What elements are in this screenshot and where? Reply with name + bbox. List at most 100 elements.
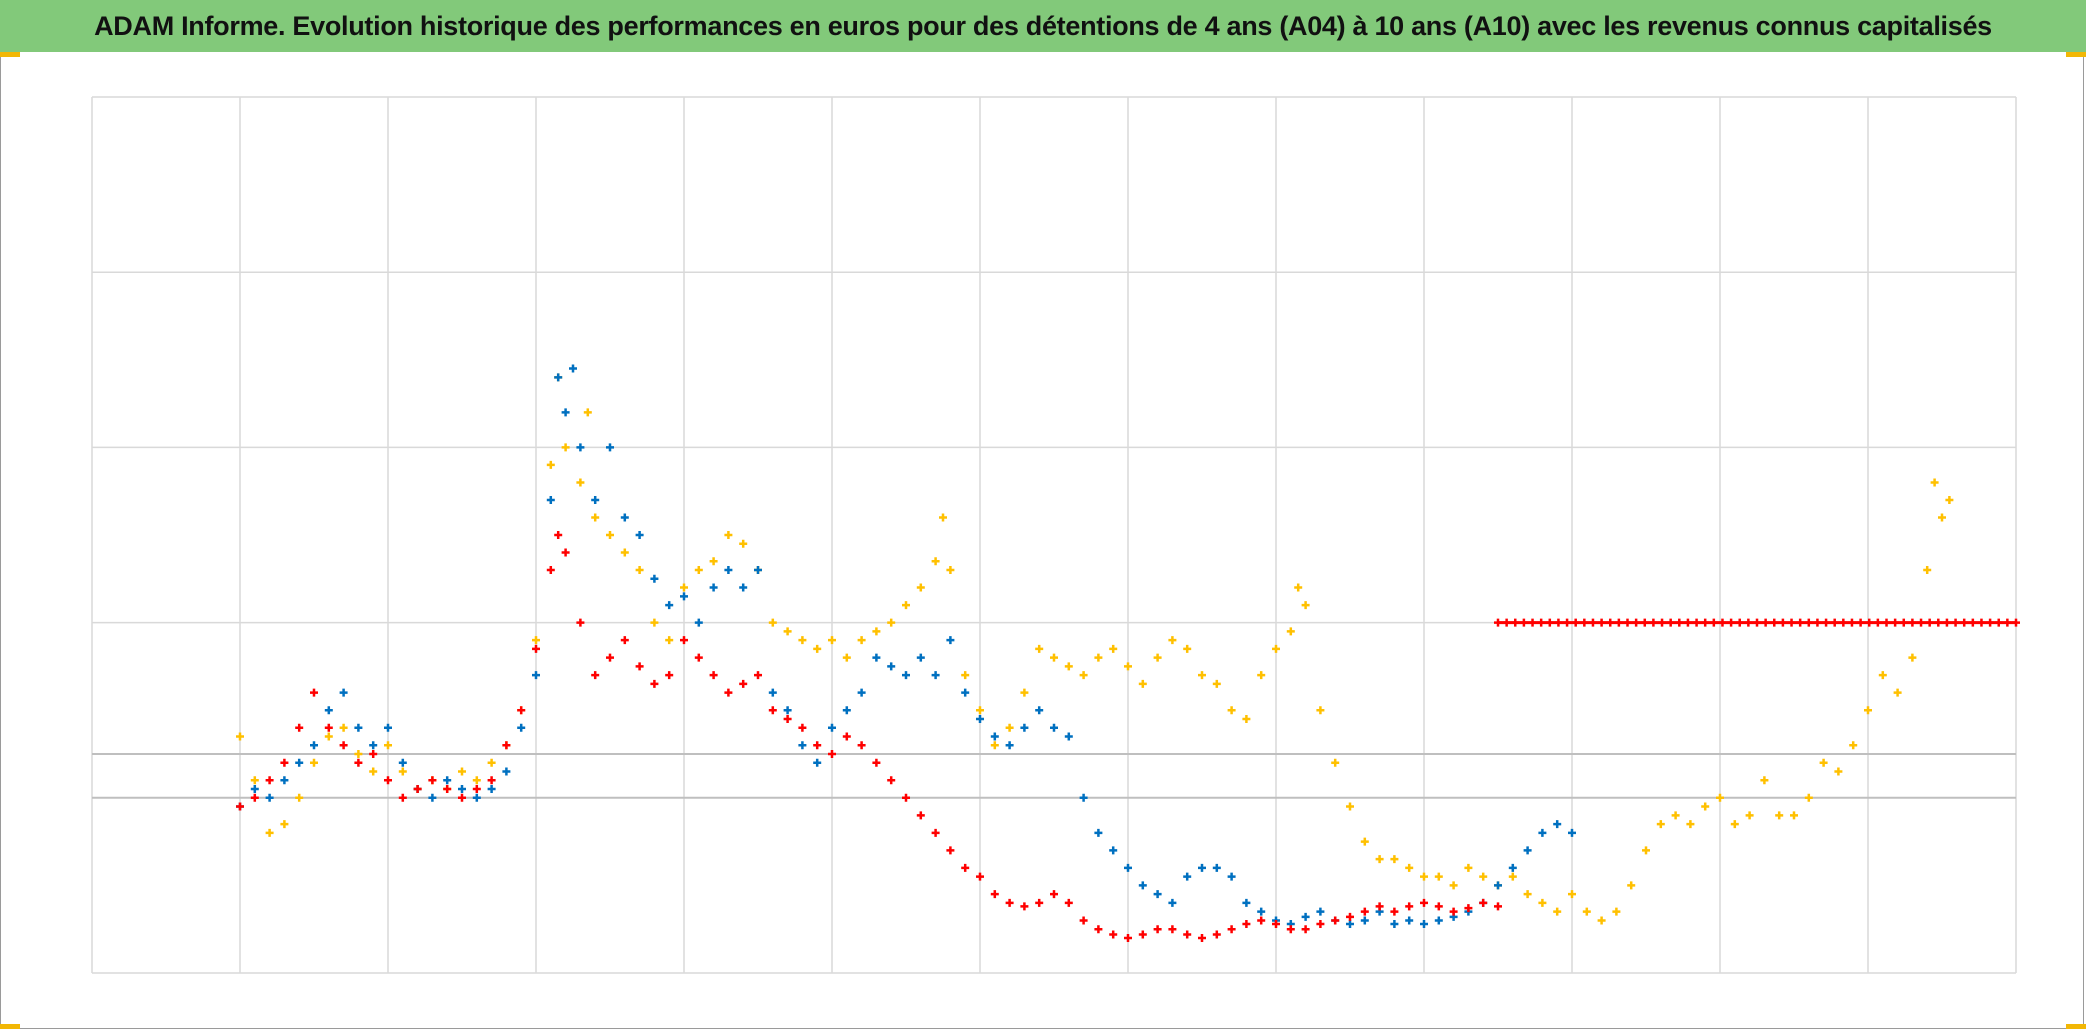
corner-marker-bottom-right xyxy=(2066,1024,2086,1029)
series-1-point xyxy=(1005,741,1014,750)
series-0-point xyxy=(339,723,348,732)
series-1-point xyxy=(1405,916,1414,925)
series-0-point xyxy=(961,671,970,680)
series-3-point xyxy=(1537,618,1546,627)
series-0-point xyxy=(1109,644,1118,653)
series-2-point xyxy=(842,732,851,741)
series-2-point xyxy=(369,750,378,758)
series-3-point xyxy=(1606,618,1615,627)
series-2-point xyxy=(324,723,333,732)
series-3-point xyxy=(1847,618,1856,627)
series-3-point xyxy=(1519,618,1528,627)
series-1-point xyxy=(946,636,955,645)
series-2-point xyxy=(916,811,925,820)
series-1-point xyxy=(546,495,555,504)
series-2-point xyxy=(1227,925,1236,934)
series-1-point xyxy=(517,723,526,732)
series-2-point xyxy=(887,776,896,785)
series-1-point xyxy=(680,592,688,601)
series-0 xyxy=(236,373,1954,925)
series-3-point xyxy=(1554,618,1563,627)
series-2-point xyxy=(665,671,674,680)
series-1-point xyxy=(650,574,659,583)
series-3-point xyxy=(1701,618,1710,627)
series-1-point xyxy=(620,513,629,522)
series-0-point xyxy=(398,767,407,776)
series-0-point xyxy=(1242,714,1251,723)
series-1-point xyxy=(398,758,407,767)
series-3-point xyxy=(1675,618,1684,627)
series-1-point xyxy=(472,793,481,802)
series-3-point xyxy=(1830,618,1839,627)
series-1-point xyxy=(1538,828,1547,837)
series-2-point xyxy=(339,741,348,750)
series-2-point xyxy=(591,671,600,680)
series-3-point xyxy=(1588,618,1597,627)
series-1-point xyxy=(569,364,577,373)
series-1-point xyxy=(561,408,570,417)
series-3-point xyxy=(1744,618,1753,627)
series-1-point xyxy=(1257,907,1266,916)
series-0-point xyxy=(1153,653,1162,662)
series-1-point xyxy=(1508,863,1517,872)
series-2-point xyxy=(1124,933,1132,942)
series-0-point xyxy=(1849,741,1858,750)
series-0-point xyxy=(1124,662,1132,671)
series-3-point xyxy=(1891,618,1900,627)
series-2-point xyxy=(1286,925,1295,934)
series-2-point xyxy=(1168,925,1177,934)
series-2-point xyxy=(1331,916,1340,925)
series-0-point xyxy=(635,566,644,575)
series-1-point xyxy=(324,706,333,715)
series-2-point xyxy=(561,548,570,557)
series-0-point xyxy=(828,636,836,645)
series-0-point xyxy=(250,776,259,785)
series-layer xyxy=(236,364,2020,942)
series-3-point xyxy=(1770,618,1779,627)
series-3-point xyxy=(1908,618,1917,627)
series-2-point xyxy=(1420,898,1428,907)
series-0-point xyxy=(1945,495,1954,504)
series-2-point xyxy=(857,741,866,750)
series-1-point xyxy=(458,785,466,794)
series-3-point xyxy=(1580,618,1589,627)
series-3 xyxy=(1494,618,2020,627)
series-3-point xyxy=(1839,618,1848,627)
series-3-point xyxy=(1934,618,1943,627)
series-1-point xyxy=(1109,846,1118,855)
series-0-point xyxy=(583,408,592,417)
series-3-point xyxy=(1640,618,1649,627)
series-0-point xyxy=(1582,907,1591,916)
series-1-point xyxy=(857,688,866,697)
series-1-point xyxy=(295,758,304,767)
series-1-point xyxy=(369,741,378,750)
series-1-point xyxy=(310,741,318,750)
series-1-point xyxy=(798,741,807,750)
series-3-point xyxy=(1563,618,1572,627)
series-2-point xyxy=(694,653,703,662)
series-3-point xyxy=(2003,618,2012,627)
series-2-point xyxy=(650,679,659,688)
series-1-point xyxy=(916,653,925,662)
series-3-point xyxy=(1494,618,1502,627)
series-0-point xyxy=(1701,802,1710,811)
series-3-point xyxy=(1925,618,1934,627)
series-2-point xyxy=(1183,930,1192,939)
series-2-point xyxy=(1064,898,1073,907)
series-2-point xyxy=(295,723,304,732)
series-3-point xyxy=(1822,618,1831,627)
series-1-point xyxy=(591,495,600,504)
series-1-point xyxy=(1301,912,1310,921)
series-0-point xyxy=(1094,653,1103,662)
series-0-point xyxy=(1834,767,1843,776)
series-0-point xyxy=(620,548,629,557)
series-1-point xyxy=(842,706,851,715)
series-1-point xyxy=(250,785,259,794)
series-2-point xyxy=(1153,925,1162,934)
series-0-point xyxy=(1893,688,1902,697)
series-2-point xyxy=(384,776,392,785)
series-0-point xyxy=(1938,513,1946,522)
series-2-point xyxy=(354,758,363,767)
series-1-point xyxy=(813,758,822,767)
